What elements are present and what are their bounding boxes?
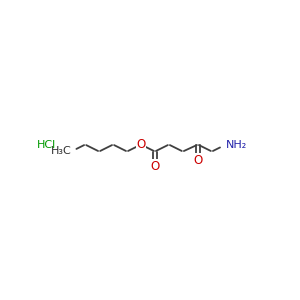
Text: O: O [136,138,146,151]
Text: O: O [150,160,160,173]
Text: O: O [193,154,203,167]
Text: NH₂: NH₂ [226,140,247,150]
Text: H₃C: H₃C [50,146,71,157]
Text: HCl: HCl [37,140,56,150]
